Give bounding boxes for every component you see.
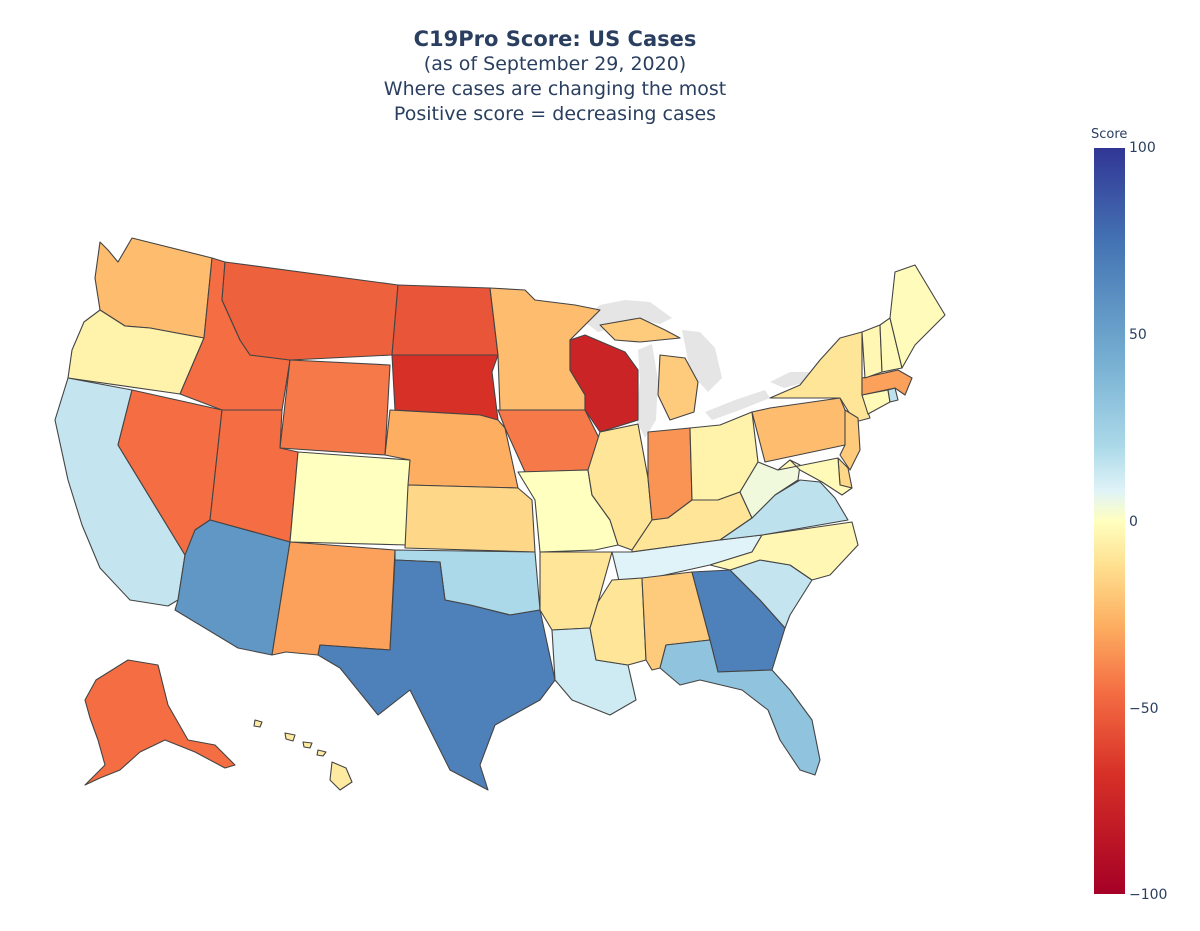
colorbar-tick-50: 50 [1129, 327, 1147, 343]
lake-michigan [636, 344, 658, 438]
lake-ontario [770, 372, 812, 388]
state-PA[interactable] [751, 397, 851, 463]
colorbar-tick-minus-50: −50 [1129, 701, 1159, 717]
state-AZ[interactable] [174, 519, 291, 656]
state-MS[interactable] [589, 577, 647, 666]
state-TX[interactable] [317, 559, 556, 791]
chart-subtitle-description: Where cases are changing the most [383, 78, 727, 100]
state-AK[interactable] [84, 659, 236, 786]
state-MI[interactable] [599, 317, 699, 421]
state-MD[interactable] [777, 457, 853, 496]
state-HI[interactable] [253, 719, 353, 791]
colorbar-tick-100: 100 [1129, 140, 1156, 156]
chart-title: C19Pro Score: US Cases [413, 27, 697, 51]
state-NC[interactable] [709, 521, 859, 581]
colorbar-tick-minus-100: −100 [1129, 887, 1168, 903]
state-SD[interactable] [391, 354, 499, 421]
state-MT[interactable] [221, 261, 399, 361]
state-MA[interactable] [861, 369, 913, 396]
colorbar-tick-0: 0 [1129, 514, 1138, 530]
state-FL[interactable] [659, 639, 821, 776]
state-KS[interactable] [404, 484, 536, 553]
state-WI[interactable] [569, 334, 639, 433]
state-RI[interactable] [887, 387, 899, 403]
state-WV[interactable] [739, 459, 801, 519]
chart-subtitle-note: Positive score = decreasing cases [393, 103, 717, 125]
state-ME[interactable] [889, 264, 946, 369]
state-NM[interactable] [271, 541, 396, 656]
state-IA[interactable] [497, 409, 601, 473]
state-NJ[interactable] [839, 409, 861, 471]
colorbar-title: Score [1091, 127, 1128, 142]
state-NY[interactable] [769, 331, 871, 423]
colorbar-gradient [1094, 148, 1125, 894]
state-IL[interactable] [587, 423, 653, 551]
state-ND[interactable] [391, 284, 499, 356]
state-WY[interactable] [279, 359, 391, 456]
lake-huron [682, 330, 722, 392]
state-CO[interactable] [289, 451, 411, 546]
chart-subtitle-date: (as of September 29, 2020) [423, 53, 687, 75]
state-VT[interactable] [861, 324, 883, 379]
us-choropleth-map[interactable] [0, 0, 1080, 931]
lake-erie [705, 390, 770, 420]
chart-title-block: C19Pro Score: US Cases (as of September … [0, 26, 1110, 127]
